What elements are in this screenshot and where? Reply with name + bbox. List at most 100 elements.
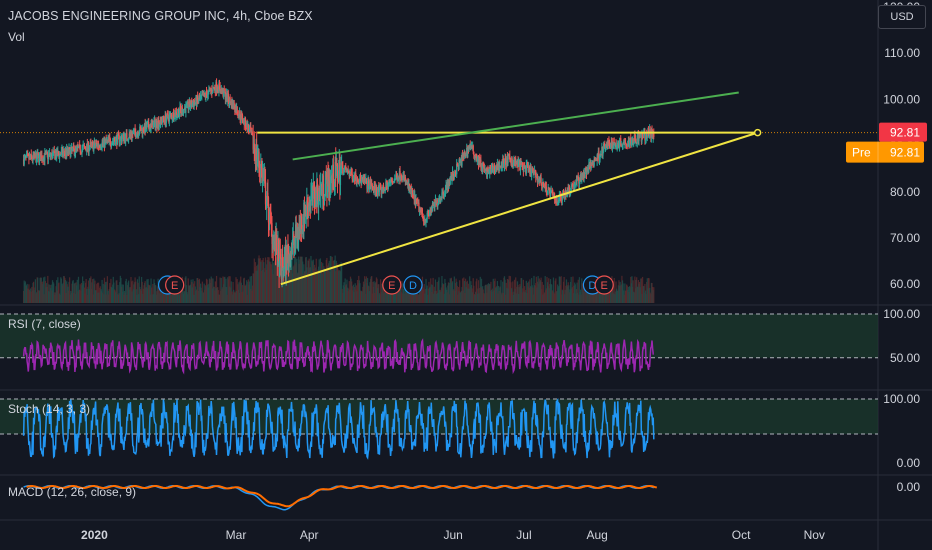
candle-body <box>111 142 113 146</box>
candle-body <box>224 92 227 100</box>
volume-bar <box>525 280 527 303</box>
candle-body <box>159 116 162 124</box>
candle-body <box>545 182 547 187</box>
price-tick-label: 60.00 <box>890 277 920 291</box>
candle-body <box>542 182 545 186</box>
candle-body <box>591 162 594 165</box>
candle-body <box>62 152 64 155</box>
rsi-tick: 100.00 <box>883 307 920 321</box>
candle-body <box>128 133 130 139</box>
candle-body <box>170 113 172 115</box>
volume-bar <box>515 277 517 303</box>
currency-button[interactable]: USD <box>878 5 926 29</box>
candle-body <box>185 103 188 105</box>
candle-body <box>474 157 476 159</box>
candle-body <box>183 109 185 111</box>
candle-body <box>266 202 268 209</box>
candle-body <box>409 186 411 191</box>
earnings-marker <box>594 275 614 295</box>
pre-market-price: 92.81 <box>890 146 920 160</box>
volume-bar <box>219 277 221 303</box>
candle-body <box>37 153 39 158</box>
candle-body <box>305 214 307 216</box>
candle-body <box>81 148 83 154</box>
candle-body <box>191 103 193 107</box>
candle-body <box>453 174 455 178</box>
candle-body <box>253 143 255 150</box>
candle-body <box>322 175 324 199</box>
candle-body <box>129 133 131 135</box>
candle-body <box>417 199 419 204</box>
volume-bar <box>122 284 124 303</box>
candle-body <box>254 149 256 152</box>
candle-body <box>630 143 632 146</box>
candle-body <box>537 179 539 183</box>
candle-body <box>88 149 90 152</box>
candle-body <box>290 254 292 267</box>
candle-body <box>634 138 637 143</box>
candle-body <box>237 113 239 115</box>
candle-body <box>96 142 98 144</box>
candle-body <box>516 163 518 165</box>
candle-body <box>94 145 97 147</box>
candle-body <box>207 90 209 95</box>
candle-body <box>94 141 96 146</box>
volume-bar <box>500 280 502 303</box>
time-axis-label: Oct <box>732 528 751 542</box>
symbol-title[interactable]: JACOBS ENGINEERING GROUP INC, 4h, Cboe B… <box>8 9 313 23</box>
candle-body <box>392 181 395 183</box>
event-marker-label: E <box>601 280 608 292</box>
candle-body <box>316 179 319 194</box>
candle-body <box>603 144 605 152</box>
candle-body <box>475 153 477 159</box>
candle-body <box>197 96 199 100</box>
candle-body <box>277 242 279 266</box>
candle-body <box>57 151 60 155</box>
candle-body <box>454 171 457 173</box>
candle-body <box>116 134 119 145</box>
candle-body <box>241 114 244 122</box>
candle-body <box>560 197 562 199</box>
candle-body <box>347 169 349 172</box>
pre-market-label: Pre <box>852 146 871 160</box>
candle-body <box>418 208 421 212</box>
candle-body <box>399 170 401 180</box>
event-marker-label: D <box>409 280 417 292</box>
candle-body <box>425 218 428 221</box>
candle-body <box>596 154 598 161</box>
rsi-line <box>22 338 654 375</box>
price-tick-label: 100.00 <box>883 92 920 106</box>
candle-body <box>187 101 189 110</box>
candle-body <box>398 177 400 181</box>
volume-bar <box>192 283 195 303</box>
volume-legend[interactable]: Vol <box>8 30 25 44</box>
candle-body <box>23 156 25 165</box>
candle-body <box>135 136 137 138</box>
candle-body <box>165 114 167 124</box>
time-axis-label: Jun <box>443 528 462 542</box>
candle-body <box>483 166 485 169</box>
earnings-marker <box>382 275 402 295</box>
candle-body <box>515 158 517 164</box>
candle-body <box>102 141 104 144</box>
candle-body <box>605 145 607 148</box>
candle-body <box>459 159 461 163</box>
candle-body <box>248 128 251 132</box>
candle-body <box>368 185 370 190</box>
candle-body <box>38 154 41 162</box>
candle-body <box>191 100 193 107</box>
candle-body <box>438 199 440 204</box>
volume-bar <box>555 278 557 303</box>
candle-body <box>505 158 507 165</box>
candle-body <box>472 145 474 152</box>
candle-body <box>437 203 440 205</box>
candle-body <box>631 140 633 144</box>
candle-body <box>189 100 191 107</box>
candle-body <box>518 161 520 167</box>
candle-body <box>283 258 286 270</box>
candle-body <box>270 219 273 224</box>
volume-bar <box>238 282 240 303</box>
volume-bar <box>522 279 524 303</box>
candle-body <box>371 183 373 185</box>
